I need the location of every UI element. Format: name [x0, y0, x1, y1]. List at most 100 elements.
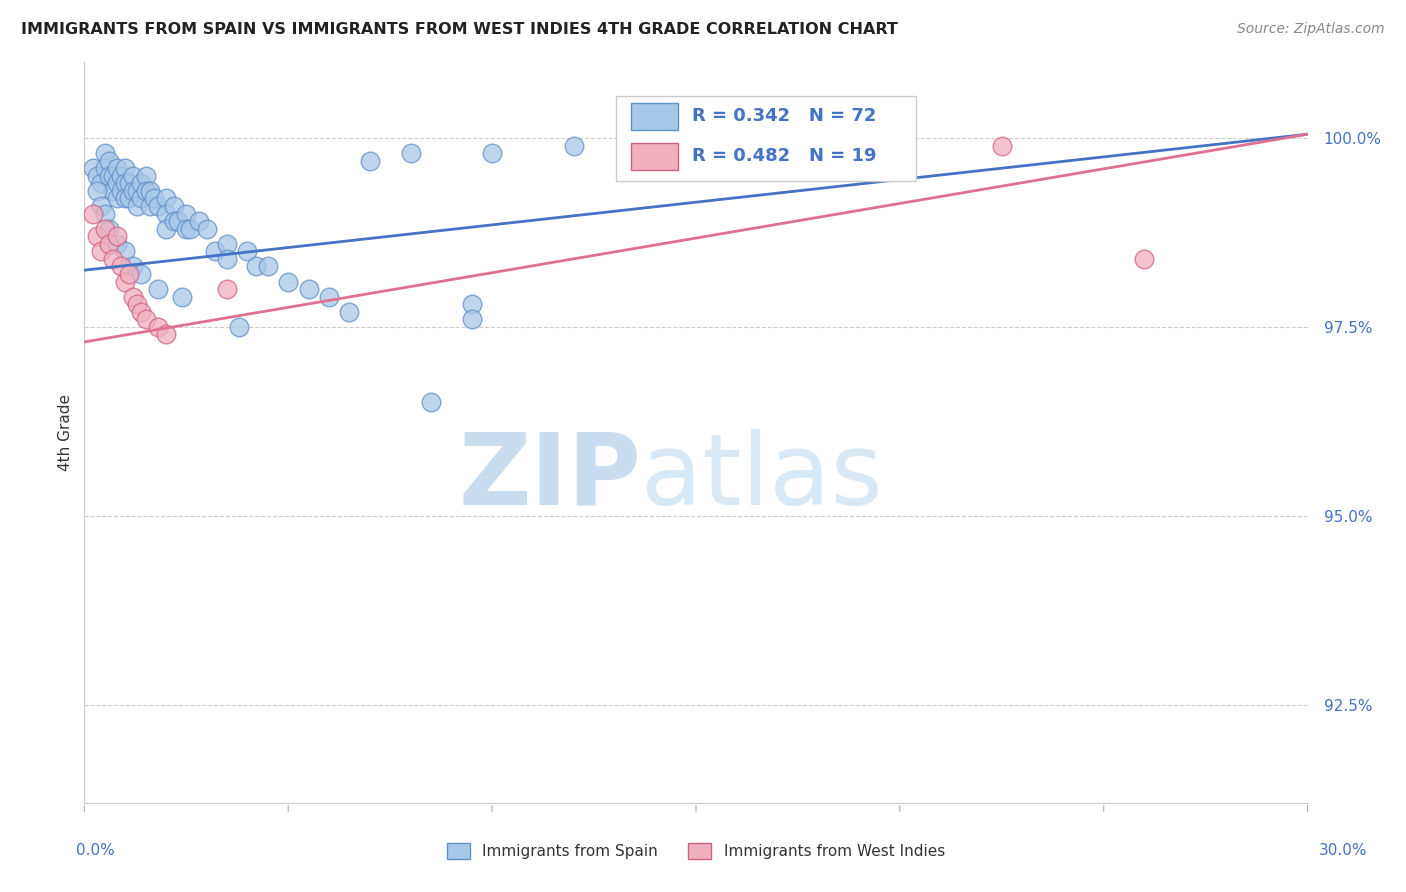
Point [105, 229, 128, 244]
Point [93, 221, 115, 235]
Point [101, 252, 124, 266]
FancyBboxPatch shape [616, 95, 917, 181]
Point [146, 319, 169, 334]
Point [101, 184, 124, 198]
Point [127, 297, 149, 311]
Point [127, 184, 149, 198]
Point [86, 229, 108, 244]
Point [110, 169, 132, 183]
Point [122, 260, 145, 274]
Point [236, 244, 259, 259]
Text: 0.0%: 0.0% [76, 843, 115, 858]
Point [163, 199, 186, 213]
Point [122, 290, 145, 304]
Point [217, 252, 239, 266]
Point [174, 221, 197, 235]
Point [90, 199, 112, 213]
Point [97, 153, 120, 168]
Point [105, 177, 128, 191]
Point [146, 199, 169, 213]
Point [339, 304, 361, 318]
Point [138, 184, 160, 198]
Point [105, 191, 128, 205]
Point [90, 177, 112, 191]
Text: R = 0.342   N = 72: R = 0.342 N = 72 [692, 108, 877, 126]
Point [114, 177, 136, 191]
Point [114, 275, 136, 289]
Point [135, 184, 157, 198]
Point [399, 146, 422, 161]
Point [204, 244, 226, 259]
FancyBboxPatch shape [631, 143, 678, 169]
Point [461, 312, 484, 326]
Point [245, 260, 267, 274]
Point [217, 282, 239, 296]
Point [217, 236, 239, 251]
Point [105, 236, 128, 251]
Point [127, 199, 149, 213]
Point [90, 244, 112, 259]
Point [114, 191, 136, 205]
Point [155, 191, 177, 205]
Point [122, 169, 145, 183]
Point [359, 153, 381, 168]
Point [174, 206, 197, 220]
Point [277, 275, 299, 289]
Point [118, 191, 141, 205]
Point [142, 191, 165, 205]
Point [257, 260, 280, 274]
Point [105, 161, 128, 176]
Point [420, 395, 443, 409]
Point [481, 146, 503, 161]
Point [114, 244, 136, 259]
Point [155, 206, 177, 220]
Point [93, 161, 115, 176]
Point [86, 169, 108, 183]
Point [167, 214, 190, 228]
Point [461, 297, 484, 311]
Point [138, 199, 160, 213]
Point [97, 236, 120, 251]
FancyBboxPatch shape [631, 103, 678, 130]
Point [187, 214, 209, 228]
Point [991, 138, 1014, 153]
Point [644, 131, 666, 145]
Text: R = 0.482   N = 19: R = 0.482 N = 19 [692, 147, 877, 165]
Point [562, 138, 585, 153]
Point [1133, 252, 1156, 266]
Point [135, 169, 157, 183]
Legend: Immigrants from Spain, Immigrants from West Indies: Immigrants from Spain, Immigrants from W… [441, 838, 950, 865]
Text: IMMIGRANTS FROM SPAIN VS IMMIGRANTS FROM WEST INDIES 4TH GRADE CORRELATION CHART: IMMIGRANTS FROM SPAIN VS IMMIGRANTS FROM… [21, 22, 898, 37]
Point [97, 169, 120, 183]
Point [122, 184, 145, 198]
Point [155, 221, 177, 235]
Point [155, 327, 177, 342]
Point [163, 214, 186, 228]
Text: Source: ZipAtlas.com: Source: ZipAtlas.com [1237, 22, 1385, 37]
Point [101, 169, 124, 183]
Text: 30.0%: 30.0% [1319, 843, 1367, 858]
Point [172, 290, 194, 304]
Point [766, 138, 789, 153]
Point [146, 282, 169, 296]
Point [110, 184, 132, 198]
Point [118, 177, 141, 191]
Point [135, 312, 157, 326]
Point [131, 191, 153, 205]
Point [97, 221, 120, 235]
Point [318, 290, 340, 304]
Point [93, 206, 115, 220]
Point [298, 282, 321, 296]
Text: atlas: atlas [641, 428, 883, 525]
Point [114, 161, 136, 176]
Y-axis label: 4th Grade: 4th Grade [58, 394, 73, 471]
Point [228, 319, 250, 334]
Point [195, 221, 218, 235]
Point [131, 304, 153, 318]
Point [131, 267, 153, 281]
Point [82, 206, 104, 220]
Point [131, 177, 153, 191]
Point [179, 221, 201, 235]
Point [82, 161, 104, 176]
Text: ZIP: ZIP [458, 428, 641, 525]
